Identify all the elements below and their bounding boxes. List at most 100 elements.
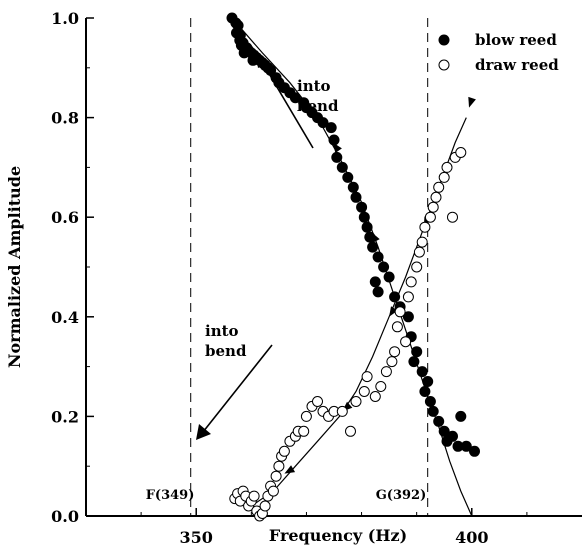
blow-reed-point	[325, 122, 337, 134]
draw-reed-point	[380, 366, 392, 378]
draw-reed-point	[411, 261, 423, 273]
y-tick-label: 0.4	[51, 308, 79, 327]
draw-reed-point	[391, 321, 403, 333]
draw-reed-point	[441, 161, 453, 173]
draw-reed-point	[402, 291, 414, 303]
blow-reed-point	[372, 251, 384, 263]
draw-reed-point	[312, 396, 323, 407]
draw-reed-point	[248, 490, 260, 502]
blow-reed-point	[408, 356, 420, 368]
legend-blow-reed-label: blow reed	[475, 31, 557, 49]
blow-reed-point	[455, 410, 467, 422]
draw-reed-point	[350, 396, 362, 407]
direction-arrowhead	[389, 306, 398, 317]
draw-reed-point	[345, 425, 356, 437]
draw-reed-point	[375, 381, 387, 392]
blow-reed-point	[411, 346, 423, 358]
draw-reed-point	[419, 221, 431, 233]
blow-reed-point	[389, 291, 401, 303]
draw-reed-point	[438, 171, 450, 183]
into-bend-arrowhead	[196, 424, 211, 440]
draw-reed-point	[389, 346, 401, 358]
blow-reed-point	[336, 161, 348, 173]
blow-reed-point	[383, 271, 395, 283]
legend-draw-reed-label: draw reed	[475, 56, 559, 74]
blow-reed-point	[361, 221, 373, 233]
draw-reed-point	[273, 460, 285, 472]
blow-reed-point	[350, 191, 362, 203]
draw-reed-point	[433, 181, 445, 193]
blow-fit-curve	[231, 17, 473, 517]
into-bend-arrowhead	[255, 50, 270, 68]
into-bend-arrow-shaft	[260, 59, 314, 149]
direction-arrowhead	[284, 465, 296, 474]
y-tick-label: 0.6	[51, 208, 79, 227]
blow-reed-point	[438, 425, 450, 437]
blow-reed-point	[469, 445, 480, 457]
draw-reed-point	[400, 336, 412, 348]
draw-reed-point	[405, 276, 417, 288]
blow-reed-point	[419, 386, 431, 397]
arrowhead-shape	[468, 96, 476, 108]
arrowhead-shape	[389, 306, 398, 317]
blow-reed-point	[424, 396, 436, 407]
into-bend-arrow-shaft	[202, 344, 273, 433]
data-points	[226, 12, 480, 522]
draw-reed-point	[455, 147, 467, 158]
draw-reed-point	[358, 386, 370, 397]
blow-reed-point	[347, 181, 359, 193]
legend: blow reed draw reed	[438, 31, 559, 74]
blow-reed-point	[460, 440, 472, 452]
draw-reed-point	[270, 470, 282, 482]
y-tick-label: 0.0	[51, 507, 79, 526]
blow-reed-point	[369, 276, 381, 288]
blow-reed-point	[331, 151, 343, 163]
y-tick-label: 0.2	[51, 407, 79, 426]
blow-reed-point	[289, 92, 301, 104]
blow-reed-point	[378, 261, 390, 273]
blow-reed-point	[367, 241, 379, 253]
draw-reed-point	[427, 201, 439, 213]
blow-reed-point	[356, 201, 368, 213]
draw-reed-point	[424, 211, 436, 223]
reference-line-label: F(349)	[146, 488, 195, 503]
draw-reed-point	[447, 211, 458, 223]
blow-reed-point	[452, 440, 464, 452]
annotation-into: into	[205, 322, 239, 340]
draw-reed-point	[336, 405, 348, 417]
draw-reed-point	[386, 356, 398, 368]
draw-reed-point	[361, 371, 373, 383]
annotation-bend: bend	[297, 97, 339, 115]
draw-reed-point	[267, 485, 279, 497]
blow-reed-point	[358, 211, 370, 223]
annotation-into: into	[297, 77, 331, 95]
draw-reed-point	[394, 306, 406, 318]
draw-reed-point	[413, 246, 425, 258]
blow-reed-point	[447, 430, 458, 442]
annotation-bend: bend	[205, 342, 247, 360]
draw-reed-point	[300, 410, 312, 422]
x-tick-label: 350	[180, 528, 213, 547]
blow-reed-point	[402, 311, 414, 323]
direction-arrowhead	[468, 96, 476, 108]
arrowhead-shape	[284, 465, 296, 474]
x-axis-title: Frequency (Hz)	[269, 526, 407, 545]
reference-lines: F(349) G(392)	[146, 18, 429, 516]
y-tick-label: 0.8	[51, 109, 79, 128]
blow-reed-point	[328, 134, 340, 146]
draw-reed-point	[430, 191, 442, 203]
blow-reed-point	[342, 171, 354, 183]
annotations: into bend into bend	[196, 50, 339, 440]
legend-blow-reed-marker	[438, 34, 450, 46]
fit-curves	[231, 17, 476, 517]
draw-reed-point	[416, 236, 428, 248]
y-axis-title: Normalized Amplitude	[5, 166, 24, 368]
axes: 0.0 0.2 0.4 0.6 0.8 1.0 350 400 Frequency (Hz) No…	[5, 9, 582, 547]
blow-reed-point	[364, 231, 376, 243]
draw-reed-point	[278, 445, 290, 457]
y-tick-label: 1.0	[51, 9, 79, 28]
blow-reed-point	[317, 117, 329, 129]
draw-reed-point	[259, 500, 271, 512]
blow-reed-point	[433, 415, 445, 427]
